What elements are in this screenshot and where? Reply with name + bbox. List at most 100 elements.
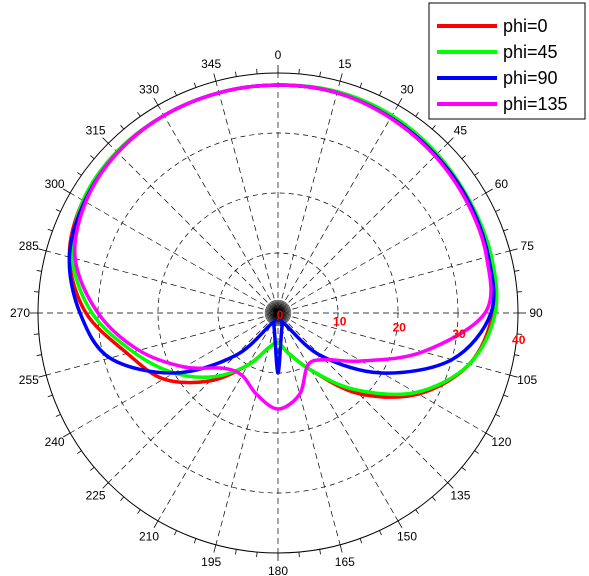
angle-tick — [514, 270, 520, 272]
angle-tick — [485, 188, 493, 194]
angle-tick — [379, 90, 382, 96]
angle-tick — [55, 414, 61, 417]
grid-spoke — [108, 323, 268, 483]
angle-label: 105 — [517, 373, 537, 387]
angle-tick — [36, 354, 42, 356]
angle-tick — [359, 82, 363, 88]
angle-tick — [503, 228, 509, 232]
angle-label: 195 — [201, 555, 221, 569]
legend: phi=0 phi=45 phi=90 phi=135 — [428, 2, 586, 120]
angle-tick — [339, 73, 343, 82]
angle-tick — [213, 73, 217, 82]
grid-spoke — [290, 192, 487, 306]
angle-tick — [47, 228, 53, 232]
angle-tick — [495, 209, 501, 212]
grid-spoke — [157, 325, 271, 522]
series-line-phi-135 — [73, 83, 493, 411]
angle-tick — [90, 155, 95, 160]
angle-tick — [120, 496, 125, 501]
angle-label: 225 — [86, 488, 106, 502]
angle-tick — [379, 530, 382, 536]
angle-tick — [120, 125, 125, 130]
angle-tick — [397, 98, 403, 106]
angle-label: 150 — [397, 529, 417, 543]
grid-spoke — [215, 81, 275, 299]
angle-tick — [137, 112, 141, 117]
grid-spoke — [46, 316, 264, 376]
angle-label: 0 — [275, 48, 282, 62]
angle-tick — [55, 209, 61, 212]
angle-tick — [339, 544, 343, 553]
angle-tick — [431, 496, 436, 501]
angle-tick — [77, 450, 82, 454]
angle-tick — [90, 466, 95, 471]
angle-tick — [319, 549, 321, 555]
angle-tick — [153, 98, 159, 106]
angle-label: 270 — [10, 306, 30, 320]
grid-spoke — [285, 325, 399, 522]
angle-tick — [359, 538, 363, 544]
legend-label: phi=0 — [503, 16, 548, 36]
grid-spoke — [292, 316, 510, 376]
grid-spoke — [288, 143, 448, 303]
angle-tick — [153, 520, 159, 528]
angle-tick — [431, 125, 436, 130]
angle-tick — [415, 112, 419, 117]
grid-spoke — [281, 327, 341, 545]
angle-tick — [503, 394, 509, 398]
radial-label: 40 — [512, 333, 526, 347]
angle-label: 210 — [139, 529, 159, 543]
angle-tick — [193, 82, 197, 88]
angle-tick — [38, 374, 47, 378]
angle-tick — [235, 549, 237, 555]
radial-label: 10 — [333, 314, 347, 328]
angle-tick — [63, 432, 71, 438]
radial-label: 30 — [452, 327, 466, 341]
legend-label: phi=135 — [503, 94, 568, 114]
radial-label: 20 — [393, 321, 407, 335]
angle-tick — [495, 414, 501, 417]
angle-label: 315 — [86, 124, 106, 138]
angle-tick — [415, 509, 419, 514]
angle-tick — [397, 520, 403, 528]
angle-tick — [447, 482, 454, 489]
legend-label: phi=45 — [503, 42, 558, 62]
angle-label: 180 — [268, 564, 288, 576]
grid-spoke — [288, 323, 448, 483]
angle-tick — [474, 172, 479, 176]
angle-label: 75 — [521, 239, 535, 253]
angle-label: 240 — [45, 435, 65, 449]
angle-tick — [77, 172, 82, 176]
grid-spoke — [69, 192, 266, 306]
angle-label: 90 — [529, 306, 543, 320]
grid-spoke — [285, 104, 399, 301]
angle-tick — [63, 188, 71, 194]
angle-label: 285 — [19, 239, 39, 253]
radial-label: 0 — [277, 308, 284, 322]
angle-tick — [36, 270, 42, 272]
angle-label: 45 — [454, 124, 468, 138]
grid-spoke — [69, 320, 266, 434]
angle-label: 330 — [139, 83, 159, 97]
angle-tick — [447, 137, 454, 144]
angle-tick — [174, 530, 177, 536]
legend-label: phi=90 — [503, 68, 558, 88]
axis-labels: 0 15 30 45 60 75 90 105 120 135 150 165 180 195 210 225… — [10, 48, 543, 576]
angle-label: 120 — [491, 435, 511, 449]
angle-tick — [509, 374, 518, 378]
angle-tick — [235, 71, 237, 77]
grid-spoke — [157, 104, 271, 301]
angle-tick — [102, 137, 109, 144]
grid-spoke — [46, 250, 264, 310]
grid-spoke — [281, 81, 341, 299]
angle-label: 60 — [495, 177, 509, 191]
angle-tick — [509, 248, 518, 252]
angle-label: 30 — [400, 83, 414, 97]
angle-tick — [213, 544, 217, 553]
angle-tick — [193, 538, 197, 544]
center-spoke — [276, 299, 279, 314]
angle-label: 300 — [45, 177, 65, 191]
angle-tick — [174, 90, 177, 96]
grid-spoke — [292, 250, 510, 310]
